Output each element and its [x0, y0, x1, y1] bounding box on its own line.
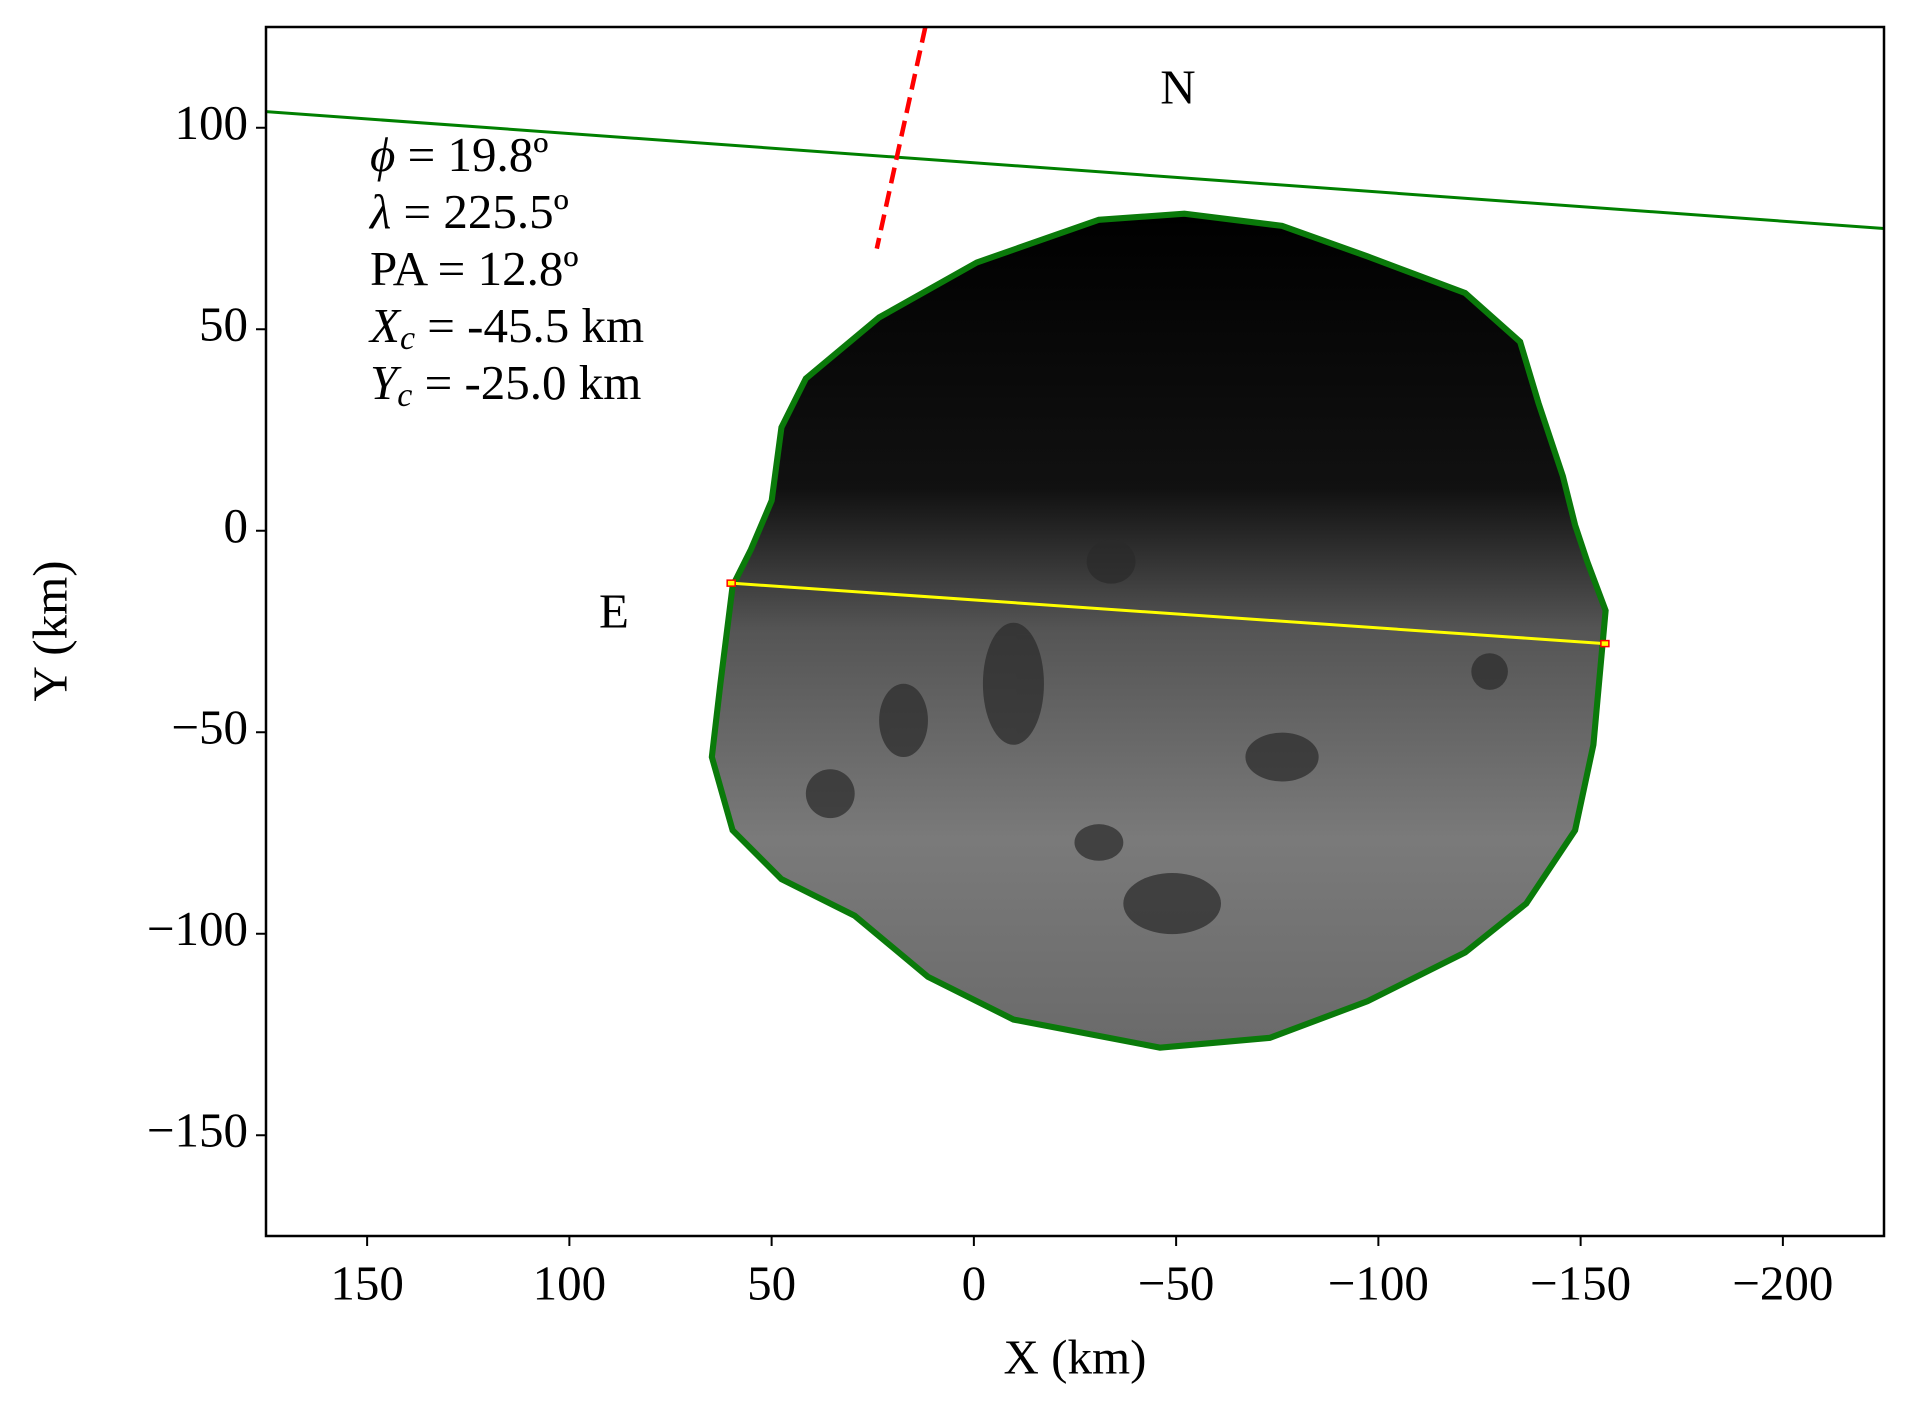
- x-tick-label: −200: [1732, 1255, 1833, 1310]
- parameter-label: ϕ = 19.8º: [370, 127, 548, 182]
- asteroid: [708, 210, 1609, 1051]
- parameter-text: = -25.0 km: [412, 355, 641, 410]
- annotation: N: [1160, 59, 1195, 114]
- x-tick-label: 50: [747, 1255, 796, 1310]
- parameter-label: PA = 12.8º: [370, 241, 579, 296]
- x-tick-label: −100: [1328, 1255, 1429, 1310]
- series-line: [874, 27, 928, 250]
- parameter-subscript: c: [400, 320, 415, 357]
- chord-end: [726, 579, 736, 587]
- parameter-text: PA = 12.8º: [370, 241, 579, 296]
- x-tick-label: 100: [533, 1255, 607, 1310]
- axes-frame: [264, 25, 1886, 1238]
- x-tick-label: 150: [330, 1255, 404, 1310]
- y-tick-label: −50: [171, 700, 248, 755]
- parameter-symbol: X: [368, 298, 402, 353]
- parameter-symbol: Y: [370, 355, 402, 410]
- parameter-symbol: λ: [368, 184, 391, 239]
- y-tick-label: 50: [199, 297, 248, 352]
- series-line: [731, 581, 1605, 646]
- x-tick-label: 0: [962, 1255, 987, 1310]
- series-line: [266, 110, 1884, 230]
- parameter-label: Yc = -25.0 km: [370, 355, 641, 414]
- x-tick-label: −150: [1530, 1255, 1631, 1310]
- y-tick-label: −150: [147, 1103, 248, 1158]
- parameter-text: = 19.8º: [395, 127, 548, 182]
- parameter-symbol: ϕ: [370, 127, 395, 182]
- x-tick-label: −50: [1138, 1255, 1215, 1310]
- chord-end: [1600, 639, 1610, 648]
- plot-area: [266, 27, 1884, 648]
- annotation: E: [599, 583, 629, 638]
- y-tick-label: 0: [224, 498, 249, 553]
- y-tick-label: −100: [147, 901, 248, 956]
- parameter-subscript: c: [397, 377, 412, 414]
- parameter-label: λ = 225.5º: [368, 184, 569, 239]
- y-tick-label: 100: [175, 95, 249, 150]
- x-axis-label: X (km): [1004, 1329, 1147, 1384]
- parameter-label: Xc = -45.5 km: [368, 298, 644, 357]
- y-axis-label: Y (km): [22, 560, 77, 701]
- parameter-text: = 225.5º: [391, 184, 569, 239]
- parameter-text: = -45.5 km: [415, 298, 644, 353]
